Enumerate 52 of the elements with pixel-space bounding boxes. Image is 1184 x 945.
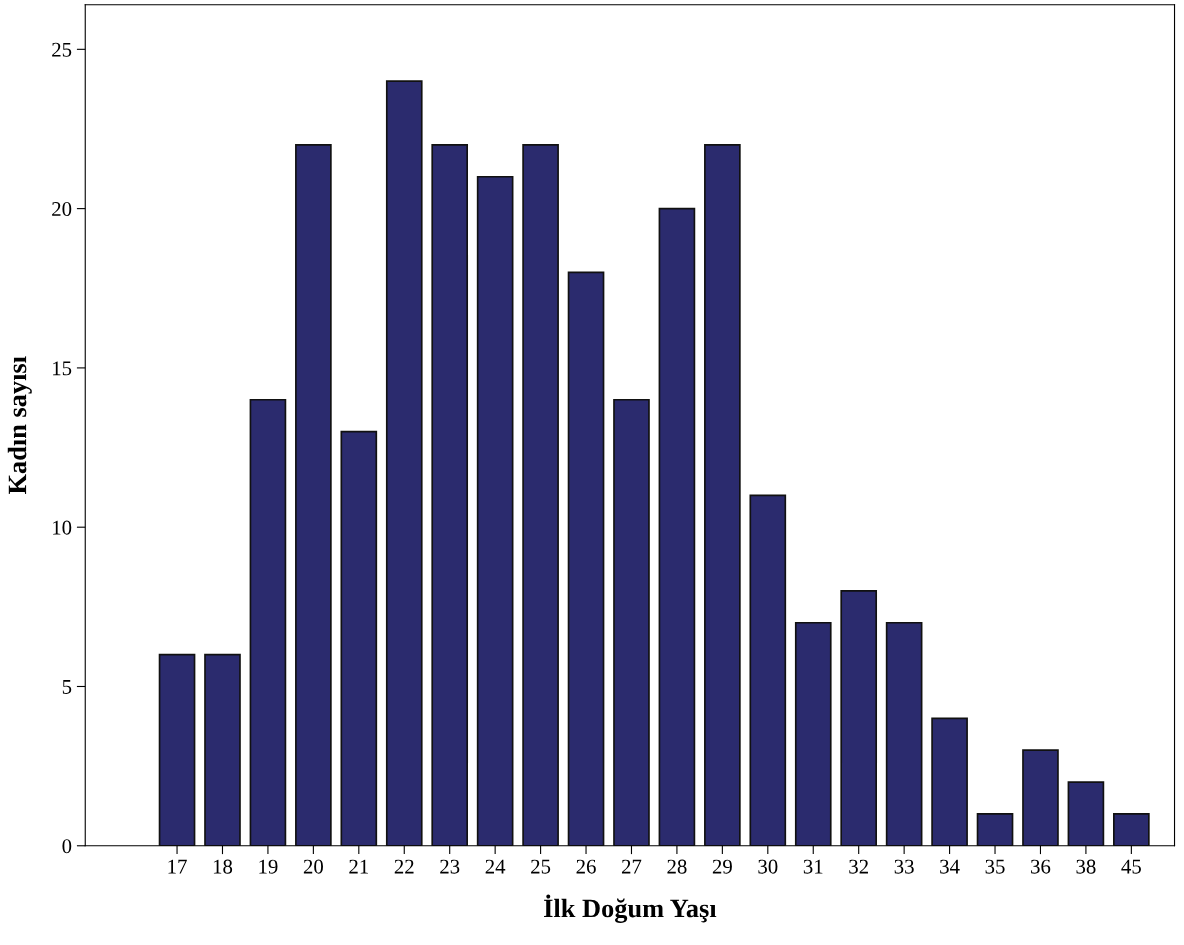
bar bbox=[476, 175, 514, 846]
x-tick-label: 45 bbox=[1121, 859, 1141, 874]
x-tick-label: 36 bbox=[1031, 859, 1051, 874]
bar bbox=[522, 144, 559, 846]
bar bbox=[658, 207, 696, 846]
x-tick-label: 38 bbox=[1076, 859, 1096, 874]
y-tick-label: 0 bbox=[62, 839, 72, 854]
y-tick-label: 5 bbox=[62, 680, 72, 694]
x-tick-label: 31 bbox=[803, 859, 823, 874]
x-tick-label: 27 bbox=[621, 859, 642, 874]
x-tick-label: 22 bbox=[394, 859, 414, 874]
x-tick-label: 21 bbox=[349, 859, 368, 874]
bar bbox=[1022, 749, 1059, 846]
y-axis-title: Kadın sayısı bbox=[7, 356, 32, 495]
bar bbox=[749, 494, 787, 846]
bar bbox=[1067, 781, 1105, 846]
y-tick-label: 10 bbox=[53, 520, 72, 535]
x-tick-label: 20 bbox=[303, 859, 323, 874]
x-tick-label: 24 bbox=[485, 859, 506, 874]
bar bbox=[931, 717, 968, 846]
bar bbox=[385, 80, 423, 846]
x-tick-label: 23 bbox=[440, 859, 460, 874]
bar bbox=[794, 621, 832, 846]
bar bbox=[204, 653, 241, 846]
x-tick-label: 17 bbox=[168, 859, 187, 874]
x-axis-title: İlk Doğum Yaşı bbox=[544, 894, 717, 923]
bar bbox=[567, 271, 605, 846]
bar bbox=[158, 653, 196, 846]
x-tick-label: 35 bbox=[985, 859, 1005, 874]
bar bbox=[976, 813, 1014, 846]
y-tick-label: 15 bbox=[53, 361, 72, 376]
y-tick-label: 20 bbox=[52, 201, 72, 217]
bar bbox=[1113, 813, 1150, 846]
bar bbox=[340, 430, 378, 846]
x-tick-label: 32 bbox=[849, 859, 868, 874]
bar bbox=[840, 590, 878, 846]
x-tick-label: 18 bbox=[213, 859, 233, 874]
bar bbox=[295, 144, 332, 846]
y-tick-label: 25 bbox=[52, 42, 72, 57]
bar bbox=[249, 398, 287, 846]
x-tick-label: 19 bbox=[259, 859, 278, 874]
x-tick-label: 30 bbox=[758, 859, 778, 874]
x-tick-label: 29 bbox=[712, 859, 732, 874]
x-tick-label: 34 bbox=[940, 859, 960, 874]
bar bbox=[704, 144, 741, 846]
bar bbox=[431, 144, 469, 846]
x-tick-label: 26 bbox=[576, 859, 596, 874]
x-tick-label: 25 bbox=[531, 859, 551, 874]
x-tick-label: 28 bbox=[667, 859, 687, 874]
bar bbox=[613, 398, 650, 846]
x-tick-label: 33 bbox=[894, 859, 914, 874]
bar bbox=[885, 621, 923, 846]
